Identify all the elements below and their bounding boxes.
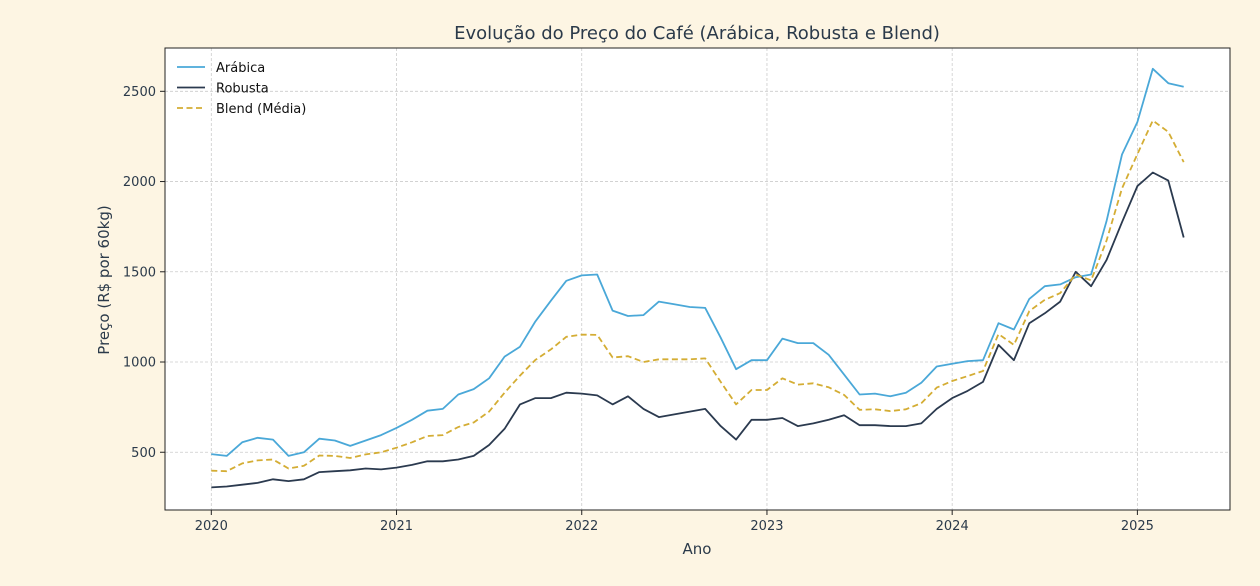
y-tick-label: 500 [131,446,156,461]
legend-label-1: Robusta [216,82,269,97]
chart-title: Evolução do Preço do Café (Arábica, Robu… [454,23,940,44]
series-line-0 [211,67,1184,457]
y-tick-label: 1500 [123,265,156,280]
series-line-1 [211,171,1185,489]
x-axis-ticks: 2020 2021 2022 2023 2024 2025 [195,510,1154,534]
y-axis-label: Preço (R$ por 60kg) [95,205,113,354]
y-tick-label: 1000 [123,356,156,371]
legend-label-0: Arábica [216,61,265,76]
x-axis-label: Ano [683,540,712,558]
series-lines [211,67,1185,489]
y-axis-ticks: 500 1000 1500 2000 2500 [123,85,165,461]
x-tick-label: 2024 [936,519,969,534]
plot-border [164,47,1231,511]
x-tick-label: 2020 [195,519,228,534]
legend-label-2: Blend (Média) [216,102,306,117]
legend: Arábica Robusta Blend (Média) [177,61,306,117]
plot-area [164,47,1231,511]
y-tick-label: 2000 [123,175,156,190]
grid [165,48,1230,510]
x-tick-label: 2022 [565,519,598,534]
y-tick-label: 2500 [123,85,156,100]
x-tick-label: 2023 [750,519,783,534]
x-tick-label: 2025 [1121,519,1154,534]
x-tick-label: 2021 [380,519,413,534]
